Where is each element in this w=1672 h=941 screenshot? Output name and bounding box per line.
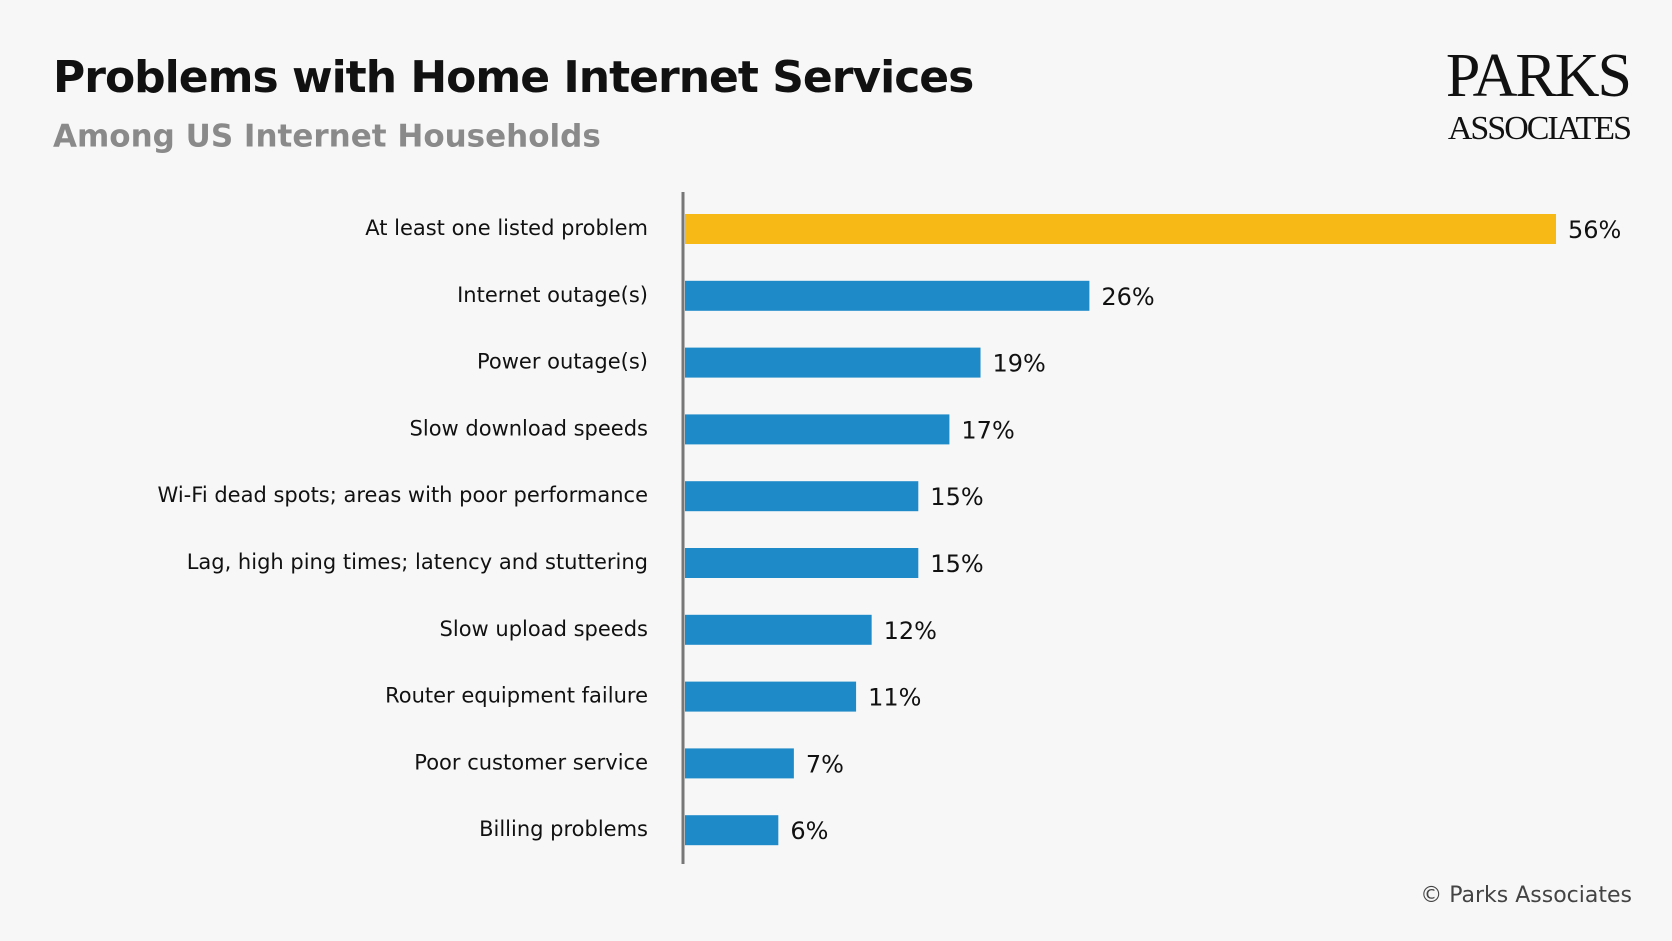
value-label: 7% bbox=[806, 750, 844, 778]
category-label: Slow download speeds bbox=[410, 416, 648, 440]
category-label: Lag, high ping times; latency and stutte… bbox=[187, 550, 648, 574]
value-label: 6% bbox=[790, 817, 828, 845]
source: © Parks Associates bbox=[1420, 883, 1632, 908]
value-label: 26% bbox=[1101, 283, 1154, 311]
bar bbox=[685, 815, 779, 846]
bar bbox=[685, 481, 919, 512]
bar bbox=[685, 614, 872, 645]
bar bbox=[685, 548, 919, 578]
category-label: Poor customer service bbox=[414, 750, 648, 774]
bar bbox=[685, 347, 981, 378]
value-label: 15% bbox=[930, 550, 983, 578]
logo-top: PARKS bbox=[1446, 42, 1630, 110]
value-label: 15% bbox=[930, 483, 983, 511]
bar bbox=[685, 280, 1090, 311]
bar bbox=[685, 214, 1556, 244]
category-label: Wi-Fi dead spots; areas with poor perfor… bbox=[158, 483, 648, 507]
category-label: At least one listed problem bbox=[365, 216, 648, 240]
category-label: Power outage(s) bbox=[477, 350, 648, 374]
category-label: Router equipment failure bbox=[385, 684, 648, 708]
value-label: 12% bbox=[884, 617, 937, 645]
bar bbox=[685, 681, 857, 712]
category-label: Slow upload speeds bbox=[440, 617, 648, 641]
bar bbox=[685, 414, 950, 445]
bar bbox=[685, 748, 794, 779]
chart-title: Problems with Home Internet Services bbox=[53, 52, 973, 103]
value-label: 11% bbox=[868, 684, 921, 712]
value-label: 17% bbox=[961, 416, 1014, 444]
chart-subtitle: Among US Internet Households bbox=[53, 119, 601, 155]
category-label: Billing problems bbox=[479, 817, 648, 841]
value-label: 19% bbox=[993, 350, 1046, 378]
category-label: Internet outage(s) bbox=[457, 283, 648, 307]
logo-bottom: ASSOCIATES bbox=[1448, 110, 1630, 147]
value-label: 56% bbox=[1568, 216, 1621, 244]
